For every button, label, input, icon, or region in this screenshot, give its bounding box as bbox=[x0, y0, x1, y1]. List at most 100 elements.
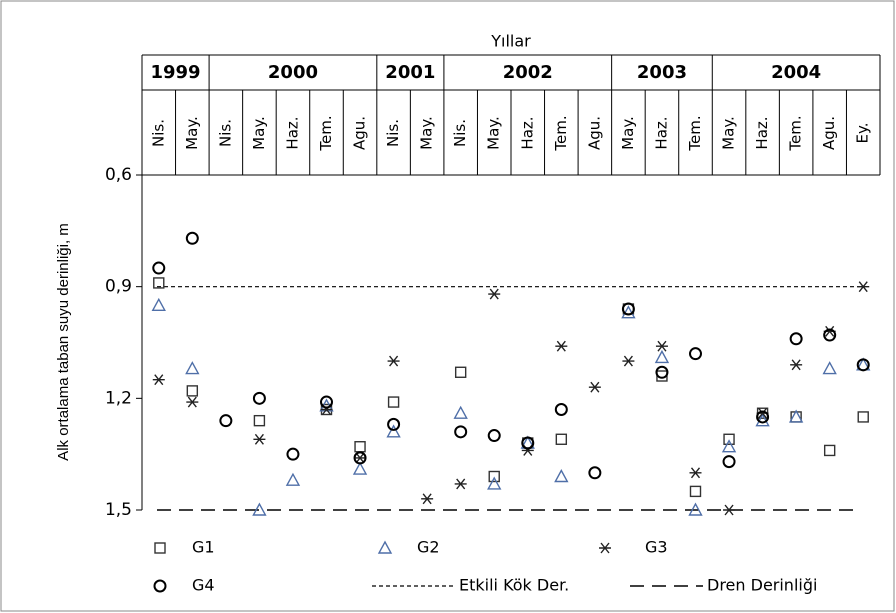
month-label: Nis. bbox=[216, 119, 234, 147]
y-axis-title: Alk ortalama taban suyu derinliği, m bbox=[55, 223, 72, 461]
marker-star bbox=[622, 355, 635, 367]
marker-square bbox=[186, 385, 199, 397]
marker-star bbox=[454, 478, 467, 490]
marker-triangle bbox=[151, 297, 166, 311]
marker-circle bbox=[353, 451, 367, 465]
marker-triangle bbox=[822, 361, 837, 375]
month-label: Tem. bbox=[317, 115, 335, 151]
year-label: 1999 bbox=[150, 62, 200, 83]
marker-circle bbox=[655, 365, 669, 379]
marker-circle bbox=[621, 302, 635, 316]
marker-star bbox=[253, 433, 266, 445]
month-label: Ey. bbox=[854, 123, 872, 144]
month-label: Haz. bbox=[652, 116, 670, 149]
marker-star bbox=[723, 504, 736, 516]
marker-circle bbox=[722, 455, 736, 469]
month-label: Nis. bbox=[149, 119, 167, 147]
marker-square bbox=[723, 433, 735, 445]
marker-circle bbox=[387, 417, 401, 431]
marker-star bbox=[488, 288, 501, 300]
marker-circle bbox=[689, 347, 702, 361]
marker-star bbox=[588, 381, 601, 393]
marker-square bbox=[823, 444, 836, 457]
month-label: Tem. bbox=[686, 115, 704, 151]
legend-label: G2 bbox=[417, 538, 440, 557]
month-label: May. bbox=[485, 116, 503, 150]
marker-circle bbox=[554, 403, 568, 416]
marker-square bbox=[689, 485, 702, 498]
marker-star bbox=[555, 340, 568, 352]
marker-triangle bbox=[554, 469, 569, 483]
marker-triangle bbox=[487, 476, 502, 490]
marker-square bbox=[153, 277, 165, 289]
marker-star bbox=[186, 396, 199, 408]
month-label: Haz. bbox=[753, 116, 771, 149]
marker-star bbox=[354, 452, 367, 464]
marker-circle bbox=[185, 231, 199, 245]
legend-label: Dren Derinliği bbox=[707, 576, 817, 595]
month-label: Nis. bbox=[451, 119, 469, 147]
marker-circle bbox=[320, 395, 333, 409]
marker-square bbox=[488, 470, 500, 483]
marker-triangle bbox=[352, 461, 368, 475]
month-label: Tem. bbox=[552, 115, 570, 151]
marker-star bbox=[599, 542, 611, 554]
marker-triangle bbox=[688, 502, 703, 516]
y-tick-label: 0,9 bbox=[105, 277, 132, 297]
marker-square bbox=[154, 542, 166, 554]
marker-triangle bbox=[252, 502, 267, 516]
marker-circle bbox=[152, 261, 166, 275]
marker-circle bbox=[789, 332, 803, 346]
marker-circle bbox=[487, 429, 501, 443]
marker-triangle bbox=[654, 349, 670, 364]
marker-triangle bbox=[285, 472, 301, 486]
marker-triangle bbox=[386, 424, 401, 438]
marker-star bbox=[790, 359, 803, 371]
y-tick-label: 1,2 bbox=[105, 388, 132, 408]
marker-star bbox=[152, 374, 165, 386]
month-label: Tem. bbox=[787, 115, 805, 151]
month-label: May. bbox=[619, 116, 637, 150]
y-tick-label: 1,5 bbox=[105, 500, 132, 520]
month-label: May. bbox=[183, 116, 201, 150]
marker-triangle bbox=[721, 439, 737, 453]
marker-star bbox=[421, 493, 434, 505]
year-label: 2001 bbox=[385, 62, 435, 83]
month-label: Haz. bbox=[283, 116, 301, 149]
marker-star bbox=[857, 281, 870, 293]
year-label: 2000 bbox=[268, 62, 318, 83]
month-label: Agu. bbox=[585, 116, 603, 150]
marker-star bbox=[689, 467, 702, 479]
marker-circle bbox=[252, 391, 266, 405]
marker-triangle bbox=[755, 413, 770, 427]
month-label: Agu. bbox=[820, 116, 838, 150]
marker-triangle bbox=[621, 305, 636, 319]
month-label: May. bbox=[250, 116, 268, 150]
month-label: Haz. bbox=[518, 116, 536, 149]
month-label: May. bbox=[720, 116, 738, 150]
marker-triangle bbox=[453, 405, 468, 419]
month-label: Nis. bbox=[384, 119, 402, 147]
header: Yıllar bbox=[490, 32, 531, 51]
marker-circle bbox=[286, 447, 300, 461]
marker-star bbox=[655, 340, 668, 352]
marker-circle bbox=[856, 358, 870, 372]
year-label: 2004 bbox=[771, 62, 821, 83]
year-label: 2003 bbox=[637, 62, 687, 83]
marker-square bbox=[387, 396, 400, 408]
marker-square bbox=[857, 411, 869, 423]
marker-circle bbox=[823, 328, 837, 342]
marker-square bbox=[555, 433, 568, 445]
marker-triangle bbox=[788, 409, 804, 423]
month-label: May. bbox=[418, 116, 436, 150]
year-label: 2002 bbox=[503, 62, 553, 83]
marker-square bbox=[454, 366, 467, 378]
legend-label: G1 bbox=[192, 538, 215, 557]
marker-square bbox=[253, 414, 266, 427]
legend-label: G4 bbox=[192, 576, 215, 595]
marker-triangle bbox=[185, 361, 200, 375]
legend-label: Etkili Kök Der. bbox=[459, 576, 569, 595]
marker-circle bbox=[521, 436, 535, 450]
